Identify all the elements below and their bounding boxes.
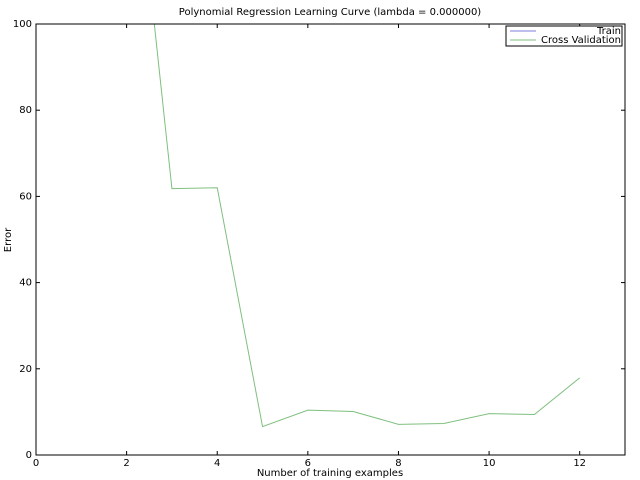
x-tick-label: 8 bbox=[395, 458, 401, 469]
x-tick-label: 12 bbox=[573, 458, 586, 469]
x-tick-label: 4 bbox=[214, 458, 220, 469]
y-tick-label: 20 bbox=[19, 364, 32, 375]
x-tick-label: 0 bbox=[33, 458, 39, 469]
plot-frame bbox=[35, 23, 626, 456]
y-tick-label: 100 bbox=[13, 19, 32, 30]
x-tick-label: 6 bbox=[305, 458, 311, 469]
x-tick-label: 10 bbox=[483, 458, 496, 469]
legend-label: Cross Validation bbox=[541, 35, 621, 46]
chart-title: Polynomial Regression Learning Curve (la… bbox=[179, 7, 482, 18]
y-tick-label: 80 bbox=[19, 105, 32, 116]
y-tick-label: 40 bbox=[19, 278, 32, 289]
series-line bbox=[153, 24, 581, 428]
x-axis-label: Number of training examples bbox=[257, 468, 403, 479]
x-tick-label: 2 bbox=[123, 458, 129, 469]
y-tick-label: 0 bbox=[26, 450, 32, 461]
y-tick-label: 60 bbox=[19, 191, 32, 202]
legend-label: Train bbox=[596, 26, 621, 37]
y-axis-label: Error bbox=[3, 227, 14, 252]
